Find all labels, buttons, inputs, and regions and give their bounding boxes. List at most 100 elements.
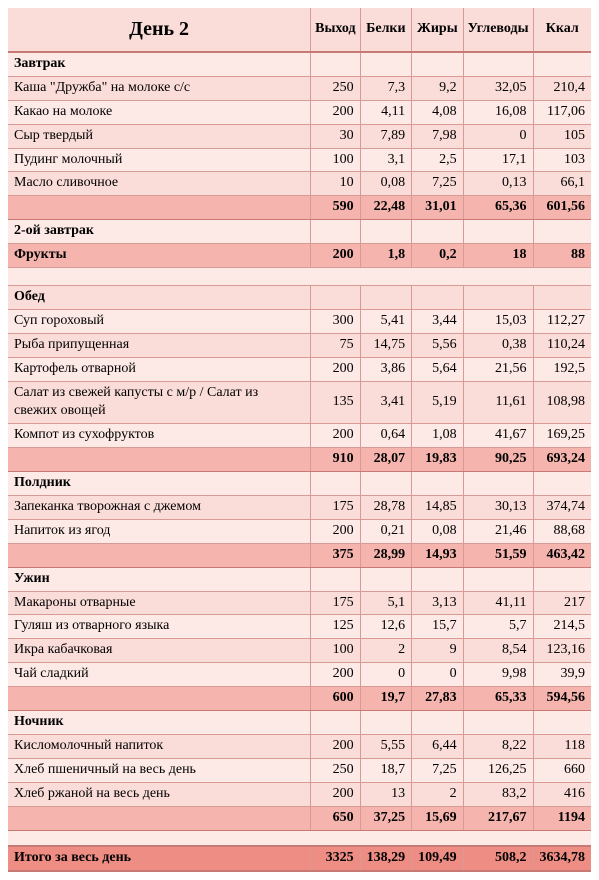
item-value: 200: [311, 357, 360, 381]
item-row: Макароны отварные1755,13,1341,11217: [8, 591, 591, 615]
title: День 2: [8, 8, 311, 52]
item-value: 5,19: [412, 381, 464, 424]
item-value: 0,08: [412, 519, 464, 543]
section-name: Полдник: [8, 472, 311, 496]
item-value: 12,6: [360, 615, 412, 639]
item-value: 21,46: [463, 519, 533, 543]
section-name: Ужин: [8, 567, 311, 591]
item-value: 75: [311, 333, 360, 357]
item-row: Напиток из ягод2000,210,0821,4688,68: [8, 519, 591, 543]
item-row: Хлеб ржаной на весь день20013283,2416: [8, 782, 591, 806]
total-value: 508,2: [463, 846, 533, 871]
item-value: 200: [311, 782, 360, 806]
item-name: Сыр твердый: [8, 124, 311, 148]
item-value: 7,89: [360, 124, 412, 148]
item-value: 192,5: [533, 357, 591, 381]
item-row: Пудинг молочный1003,12,517,1103: [8, 148, 591, 172]
section-row: Ужин: [8, 567, 591, 591]
subtotal-value: 19,7: [360, 687, 412, 711]
spacer-row: [8, 830, 591, 846]
section-row: Обед: [8, 286, 591, 310]
item-name: Макароны отварные: [8, 591, 311, 615]
subtotal-value: 693,24: [533, 448, 591, 472]
item-name: Суп гороховый: [8, 309, 311, 333]
item-row: Салат из свежей капусты с м/р / Салат из…: [8, 381, 591, 424]
item-value: 7,25: [412, 758, 464, 782]
item-value: 374,74: [533, 496, 591, 520]
subtotal-value: 14,93: [412, 543, 464, 567]
item-row: Кисломолочный напиток2005,556,448,22118: [8, 734, 591, 758]
item-value: 9,98: [463, 663, 533, 687]
item-value: 5,64: [412, 357, 464, 381]
subtotal-value: 217,67: [463, 806, 533, 830]
item-row: Икра кабачковая100298,54123,16: [8, 639, 591, 663]
empty: [311, 52, 360, 76]
section-row: Завтрак: [8, 52, 591, 76]
section-row: Полдник: [8, 472, 591, 496]
item-value: 200: [311, 663, 360, 687]
subtotal-value: 910: [311, 448, 360, 472]
item-value: 41,67: [463, 424, 533, 448]
item-name: Компот из сухофруктов: [8, 424, 311, 448]
item-name: Икра кабачковая: [8, 639, 311, 663]
item-value: 112,27: [533, 309, 591, 333]
column-header: Выход: [311, 8, 360, 52]
subtotal-row: 65037,2515,69217,671194: [8, 806, 591, 830]
item-value: 105: [533, 124, 591, 148]
item-value: 100: [311, 148, 360, 172]
item-value: 200: [311, 734, 360, 758]
empty: [463, 52, 533, 76]
empty: [412, 567, 464, 591]
subtotal-value: 600: [311, 687, 360, 711]
nutrition-table: День 2ВыходБелкиЖирыУглеводыКкалЗавтракК…: [8, 8, 591, 872]
section-row: Ночник: [8, 711, 591, 735]
item-value: 135: [311, 381, 360, 424]
subtotal-value: 65,33: [463, 687, 533, 711]
item-value: 11,61: [463, 381, 533, 424]
item-value: 103: [533, 148, 591, 172]
item-value: 5,7: [463, 615, 533, 639]
item-value: 0: [360, 663, 412, 687]
item-value: 3,86: [360, 357, 412, 381]
item-value: 214,5: [533, 615, 591, 639]
subtotal-label: [8, 543, 311, 567]
empty: [360, 472, 412, 496]
subtotal-row: 37528,9914,9351,59463,42: [8, 543, 591, 567]
subtotal-value: 1194: [533, 806, 591, 830]
item-value: 125: [311, 615, 360, 639]
item-value: 0,2: [412, 244, 464, 268]
item-value: 7,3: [360, 76, 412, 100]
item-value: 175: [311, 591, 360, 615]
column-header: Углеводы: [463, 8, 533, 52]
item-value: 0,13: [463, 172, 533, 196]
item-value: 3,1: [360, 148, 412, 172]
subtotal-value: 375: [311, 543, 360, 567]
empty: [412, 711, 464, 735]
item-row: Сыр твердый307,897,980105: [8, 124, 591, 148]
column-header: Жиры: [412, 8, 464, 52]
empty: [360, 567, 412, 591]
item-row: Компот из сухофруктов2000,641,0841,67169…: [8, 424, 591, 448]
item-row: Фрукты2001,80,21888: [8, 244, 591, 268]
item-value: 28,78: [360, 496, 412, 520]
item-value: 2: [412, 782, 464, 806]
item-value: 200: [311, 519, 360, 543]
item-value: 126,25: [463, 758, 533, 782]
item-row: Запеканка творожная с джемом17528,7814,8…: [8, 496, 591, 520]
empty: [463, 711, 533, 735]
item-value: 123,16: [533, 639, 591, 663]
empty: [533, 286, 591, 310]
subtotal-value: 51,59: [463, 543, 533, 567]
section-name: Обед: [8, 286, 311, 310]
item-value: 0,38: [463, 333, 533, 357]
total-row: Итого за весь день3325138,29109,49508,23…: [8, 846, 591, 871]
item-value: 4,08: [412, 100, 464, 124]
item-value: 200: [311, 244, 360, 268]
subtotal-label: [8, 687, 311, 711]
item-name: Кисломолочный напиток: [8, 734, 311, 758]
empty: [533, 567, 591, 591]
item-value: 30: [311, 124, 360, 148]
subtotal-value: 31,01: [412, 196, 464, 220]
total-value: 138,29: [360, 846, 412, 871]
item-name: Картофель отварной: [8, 357, 311, 381]
